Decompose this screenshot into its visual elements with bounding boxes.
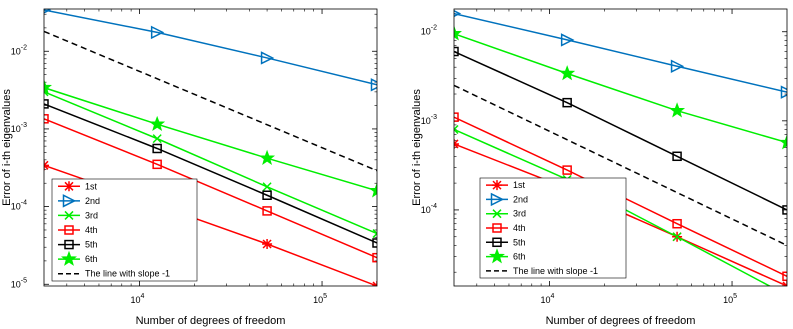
chart-panel-1: 104 105 10-5 10-4 10-3 10-2 Number of degrees … [1, 4, 383, 327]
y-tick-label: 10-3 [11, 122, 27, 134]
y-tick-label: 10-2 [11, 44, 27, 56]
tick-exponent: -4 [21, 200, 27, 207]
asterisk-marker [64, 181, 74, 191]
legend-label: 5th [513, 237, 526, 247]
tick-exponent: 5 [323, 293, 327, 300]
asterisk-marker [492, 180, 502, 190]
legend-label: 4th [85, 225, 98, 235]
legend: 1st 2nd 3rd 4th 5th 6th The line with slope -1 [480, 178, 626, 278]
x-axis-label: Number of degrees of freedom [136, 315, 286, 327]
x-tick-label: 105 [313, 293, 327, 305]
legend-label: The line with slope -1 [513, 266, 598, 276]
tick-exponent: -3 [21, 122, 27, 129]
legend-label: 1st [513, 180, 526, 190]
asterisk-marker [262, 239, 272, 249]
y-axis-label: Error of i-th eigenvalues [1, 89, 13, 206]
legend-label: 3rd [513, 209, 526, 219]
x-tick-label: 104 [131, 293, 145, 305]
tick-exponent: -2 [431, 25, 437, 32]
x-axis-label: Number of degrees of freedom [546, 315, 696, 327]
x-marker [783, 291, 791, 299]
y-tick-label: 10-2 [421, 25, 437, 37]
x-tick-label: 105 [723, 293, 737, 305]
y-tick-label: 10-4 [421, 203, 437, 215]
legend-label: 1st [85, 181, 98, 191]
legend-label: 6th [513, 252, 526, 262]
tick-exponent: -3 [431, 114, 437, 121]
tick-exponent: 5 [733, 293, 737, 300]
legend: 1st 2nd 3rd 4th 5th 6th The line with slope -1 [52, 179, 197, 281]
legend-label: 2nd [85, 196, 100, 206]
tick-exponent: -4 [431, 203, 437, 210]
legend-label: 3rd [85, 210, 98, 220]
legend-label: 5th [85, 240, 98, 250]
tick-exponent: 4 [551, 293, 555, 300]
legend-label: The line with slope -1 [85, 269, 170, 279]
legend-label: 6th [85, 254, 98, 264]
y-tick-label: 10-3 [421, 114, 437, 126]
tick-exponent: 4 [141, 293, 145, 300]
tick-exponent: -2 [21, 44, 27, 51]
y-axis-label: Error of i-th eigenvalues [411, 89, 423, 206]
legend-label: 2nd [513, 194, 528, 204]
y-tick-label: 10-5 [11, 277, 27, 289]
y-tick-label: 10-4 [11, 200, 27, 212]
legend-label: 4th [513, 223, 526, 233]
x-tick-label: 104 [541, 293, 555, 305]
tick-exponent: -5 [21, 277, 27, 284]
chart-panel-2: 104 105 10-4 10-3 10-2 Number of degrees of f… [411, 8, 793, 327]
